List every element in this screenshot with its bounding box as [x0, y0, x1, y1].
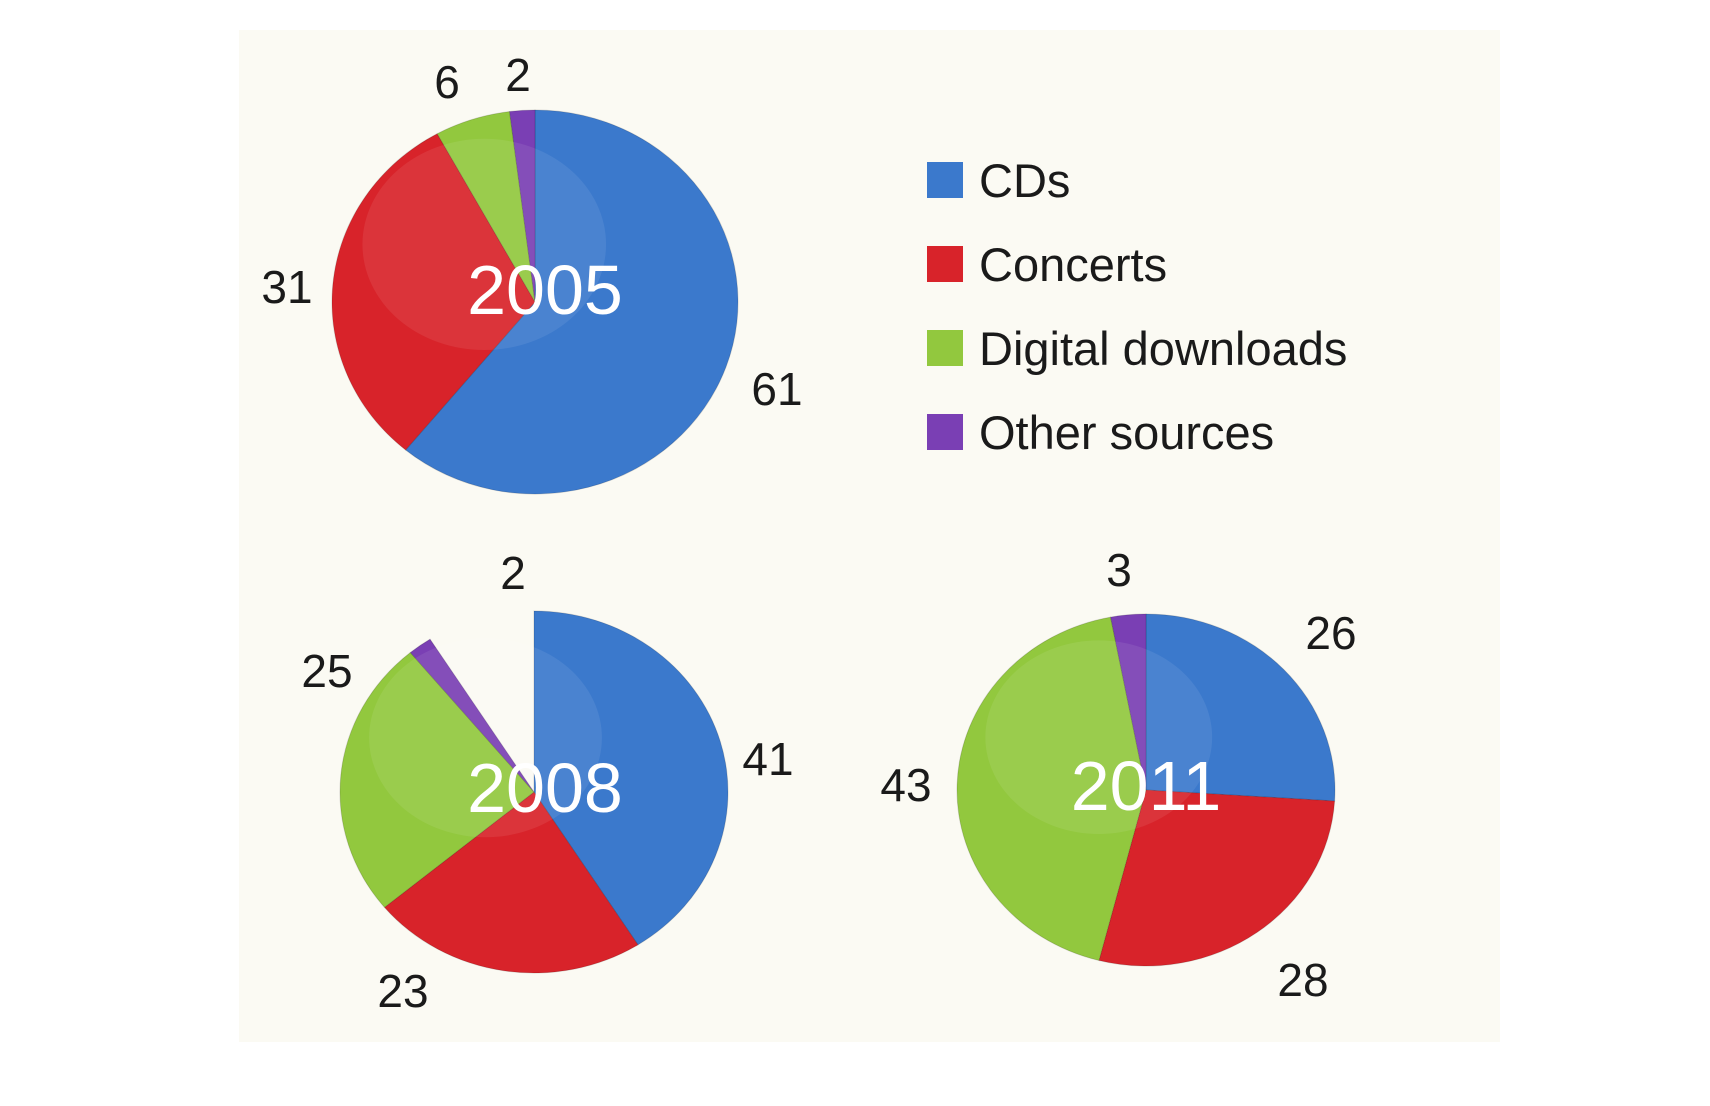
data-label-concerts: 31	[261, 261, 312, 313]
pie-2005: 61 31 6 2 2005	[261, 49, 803, 495]
pie-2011: 26 28 43 3 2011	[880, 544, 1356, 1006]
slice-digital-downloads	[956, 616, 1147, 962]
data-label-digital-downloads: 25	[301, 645, 352, 697]
legend-label: CDs	[979, 153, 1071, 207]
legend-item-cds: CDs	[927, 138, 1347, 222]
legend-swatch	[927, 162, 963, 198]
data-label-cds: 26	[1305, 607, 1356, 659]
data-label-other-sources: 3	[1106, 544, 1132, 596]
data-label-cds: 61	[751, 363, 802, 415]
slice-cds	[404, 109, 739, 495]
pie-2008: 41 23 25 2 2008	[301, 547, 793, 1017]
legend-item-concerts: Concerts	[927, 222, 1347, 306]
slice-digital-downloads	[339, 651, 535, 909]
data-label-other-sources: 2	[500, 547, 526, 599]
legend-swatch	[927, 330, 963, 366]
pie-highlight	[985, 640, 1213, 834]
data-label-concerts: 23	[377, 965, 428, 1017]
data-label-concerts: 28	[1277, 954, 1328, 1006]
slice-digital-downloads	[436, 110, 536, 303]
slice-concerts	[383, 791, 639, 974]
slice-other-sources	[409, 638, 535, 793]
legend-label: Digital downloads	[979, 321, 1348, 375]
data-label-other-sources: 2	[505, 49, 531, 101]
data-label-digital-downloads: 6	[434, 56, 460, 108]
legend-item-digital-downloads: Digital downloads	[927, 306, 1347, 390]
slice-concerts	[1098, 789, 1336, 967]
legend-label: Concerts	[979, 237, 1168, 291]
pie-title: 2005	[467, 251, 623, 329]
legend-item-other-sources: Other sources	[927, 390, 1347, 474]
slice-cds	[533, 610, 729, 946]
pie-highlight	[362, 138, 607, 350]
slice-other-sources	[1109, 613, 1147, 791]
legend-label: Other sources	[979, 405, 1275, 459]
legend-swatch	[927, 246, 963, 282]
data-label-cds: 41	[742, 733, 793, 785]
pie-title: 2008	[467, 749, 623, 827]
data-label-digital-downloads: 43	[880, 759, 931, 811]
pie-highlight	[369, 638, 602, 838]
legend: CDs Concerts Digital downloads Other sou…	[927, 138, 1347, 474]
slice-concerts	[331, 133, 536, 451]
legend-swatch	[927, 414, 963, 450]
pie-title: 2011	[1071, 747, 1222, 825]
slice-cds	[1145, 613, 1336, 802]
slice-other-sources	[508, 109, 536, 303]
